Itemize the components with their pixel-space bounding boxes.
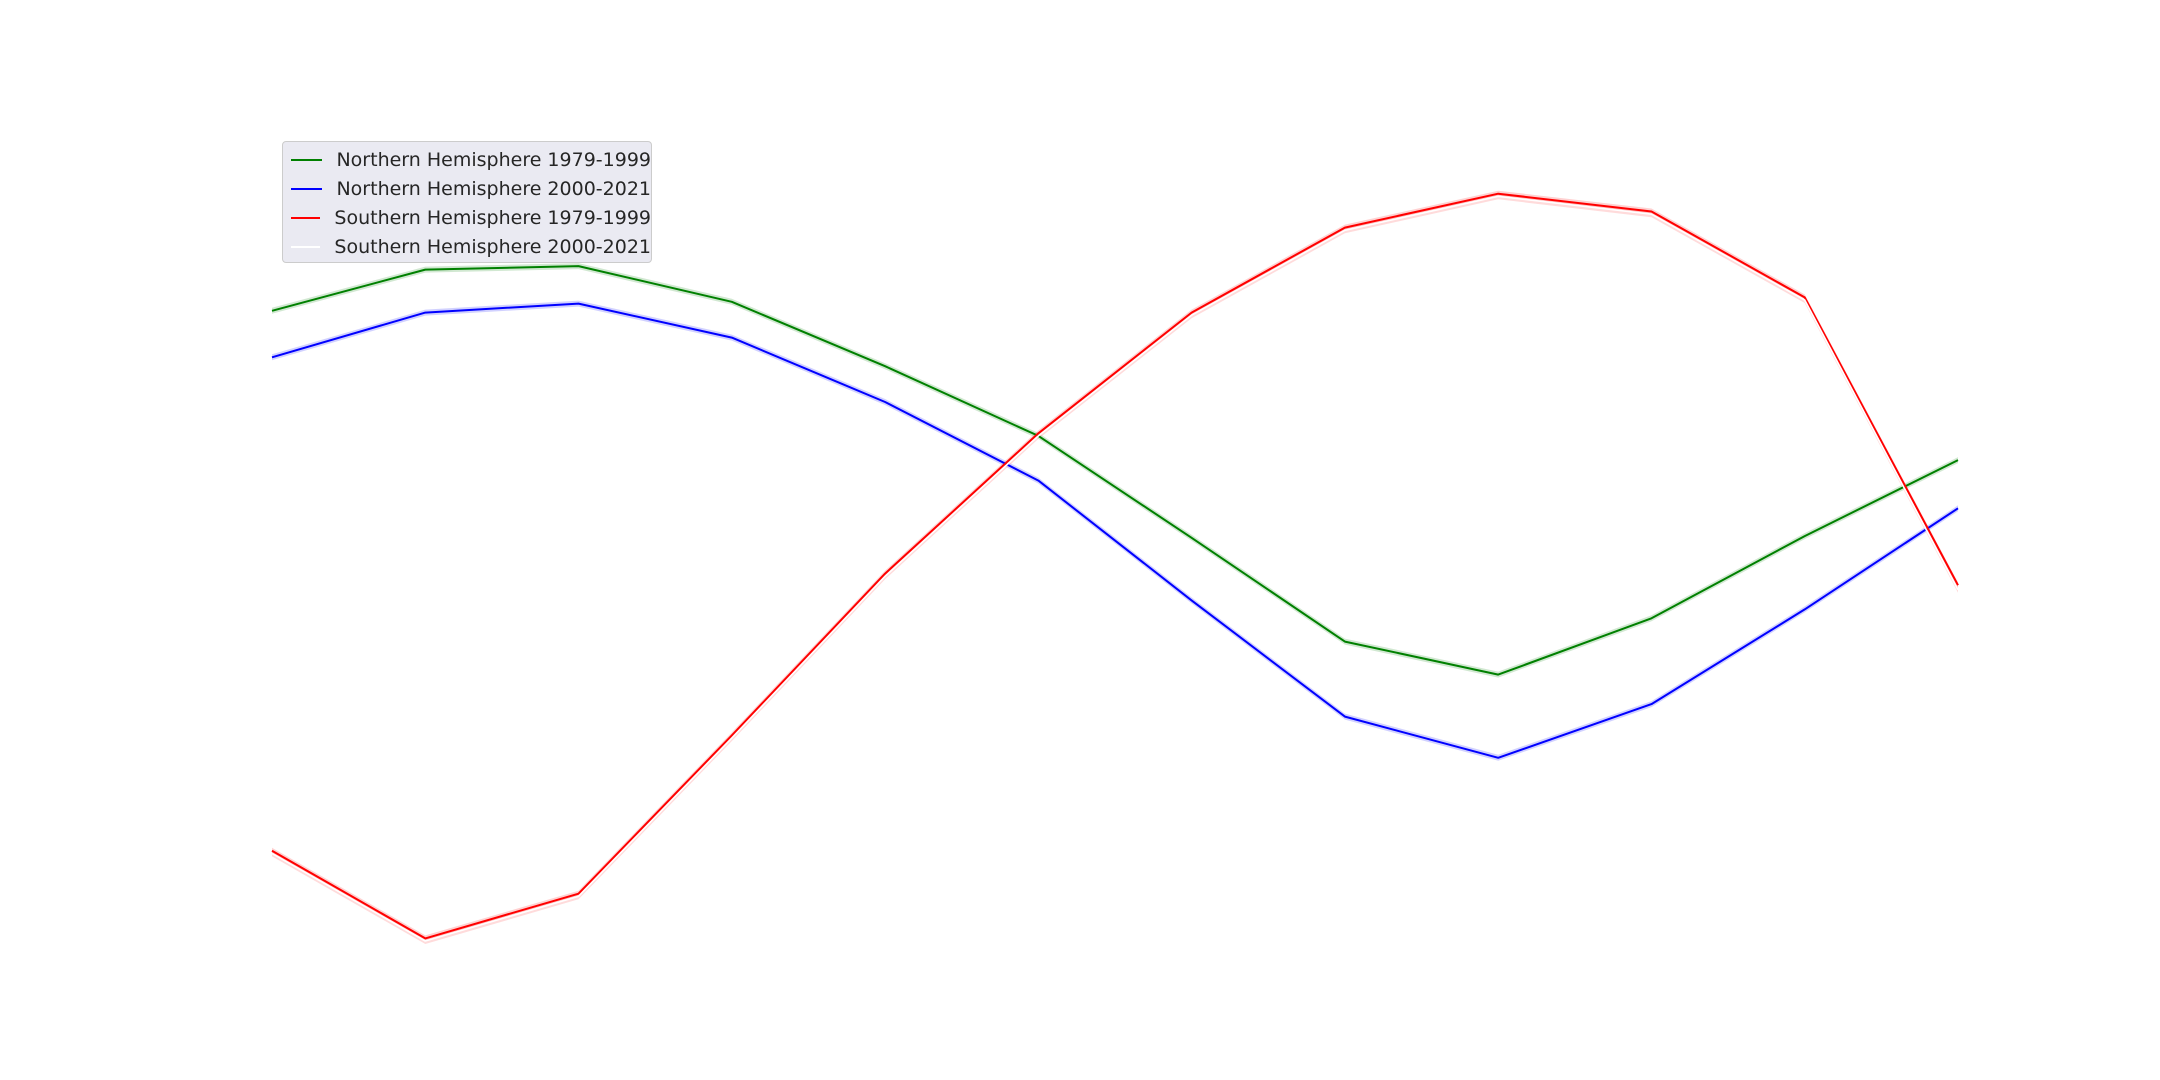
legend-label: Northern Hemisphere 1979-1999 [336, 148, 651, 171]
series-line [271, 192, 1959, 940]
legend-swatch [291, 158, 323, 161]
legend-swatch [291, 245, 321, 248]
legend-label: Southern Hemisphere 1979-1999 [334, 206, 651, 229]
legend-item: Southern Hemisphere 1979-1999 [283, 203, 651, 232]
series-lines [271, 192, 1959, 942]
legend-item: Northern Hemisphere 2000-2021 [283, 174, 651, 203]
series-line [271, 265, 1959, 676]
legend-swatch [291, 216, 321, 219]
legend: Northern Hemisphere 1979-1999 Northern H… [282, 141, 652, 263]
series-line [271, 195, 1959, 942]
legend-label: Northern Hemisphere 2000-2021 [336, 177, 651, 200]
legend-swatch [291, 187, 323, 190]
series-band [272, 300, 1958, 761]
legend-item: Northern Hemisphere 1979-1999 [283, 145, 651, 174]
legend-item: Southern Hemisphere 2000-2021 [283, 232, 651, 261]
series-line [271, 302, 1959, 759]
confidence-bands [272, 190, 1958, 945]
legend-label: Southern Hemisphere 2000-2021 [334, 235, 651, 258]
series-band [272, 263, 1958, 678]
series-band [272, 190, 1958, 942]
